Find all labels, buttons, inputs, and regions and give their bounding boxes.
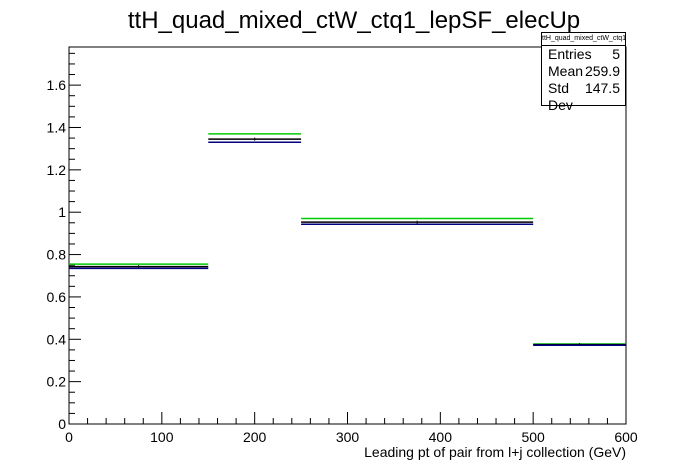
y-tick-label: 1 bbox=[58, 204, 66, 220]
x-tick-label: 500 bbox=[521, 429, 545, 445]
y-tick-label: 1.4 bbox=[47, 119, 67, 135]
x-tick-label: 100 bbox=[150, 429, 174, 445]
chart-title: ttH_quad_mixed_ctW_ctq1_lepSF_elecUp bbox=[128, 7, 580, 34]
stats-row-std: Std Dev 147.5 bbox=[542, 80, 625, 114]
stats-title: ttH_quad_mixed_ctW_ctq1_lepSF_elecUp bbox=[542, 33, 625, 46]
y-tick-label: 0 bbox=[58, 416, 66, 432]
y-tick-label: 1.2 bbox=[47, 162, 67, 178]
stats-entries-label: Entries bbox=[548, 46, 592, 62]
stats-row-mean: Mean 259.9 bbox=[542, 63, 625, 80]
y-tick-label: 0.8 bbox=[47, 247, 67, 263]
x-tick-label: 0 bbox=[65, 429, 73, 445]
stats-mean-value: 259.9 bbox=[584, 63, 620, 79]
stats-std-value: 147.5 bbox=[584, 80, 620, 96]
y-tick-label: 0.6 bbox=[47, 289, 67, 305]
x-tick-label: 300 bbox=[336, 429, 360, 445]
stats-row-entries: Entries 5 bbox=[542, 46, 625, 63]
y-tick-label: 1.6 bbox=[47, 77, 67, 93]
x-tick-label: 600 bbox=[614, 429, 638, 445]
stats-entries-value: 5 bbox=[612, 46, 620, 62]
stats-std-label: Std Dev bbox=[548, 80, 573, 113]
y-tick-label: 0.4 bbox=[47, 331, 67, 347]
y-tick-label: 0.2 bbox=[47, 374, 67, 390]
x-tick-label: 200 bbox=[243, 429, 267, 445]
axes: 0 100 200 300 400 500 600 0 0.2 0.4 0.6 0.8 1 1.2 1.4 1… bbox=[47, 46, 638, 445]
x-axis-label: Leading pt of pair from l+j collection (… bbox=[364, 444, 626, 460]
histogram-bars bbox=[69, 133, 626, 347]
stats-mean-label: Mean bbox=[548, 63, 584, 79]
x-tick-label: 400 bbox=[429, 429, 453, 445]
stats-box: ttH_quad_mixed_ctW_ctq1_lepSF_elecUp Ent… bbox=[541, 32, 626, 113]
